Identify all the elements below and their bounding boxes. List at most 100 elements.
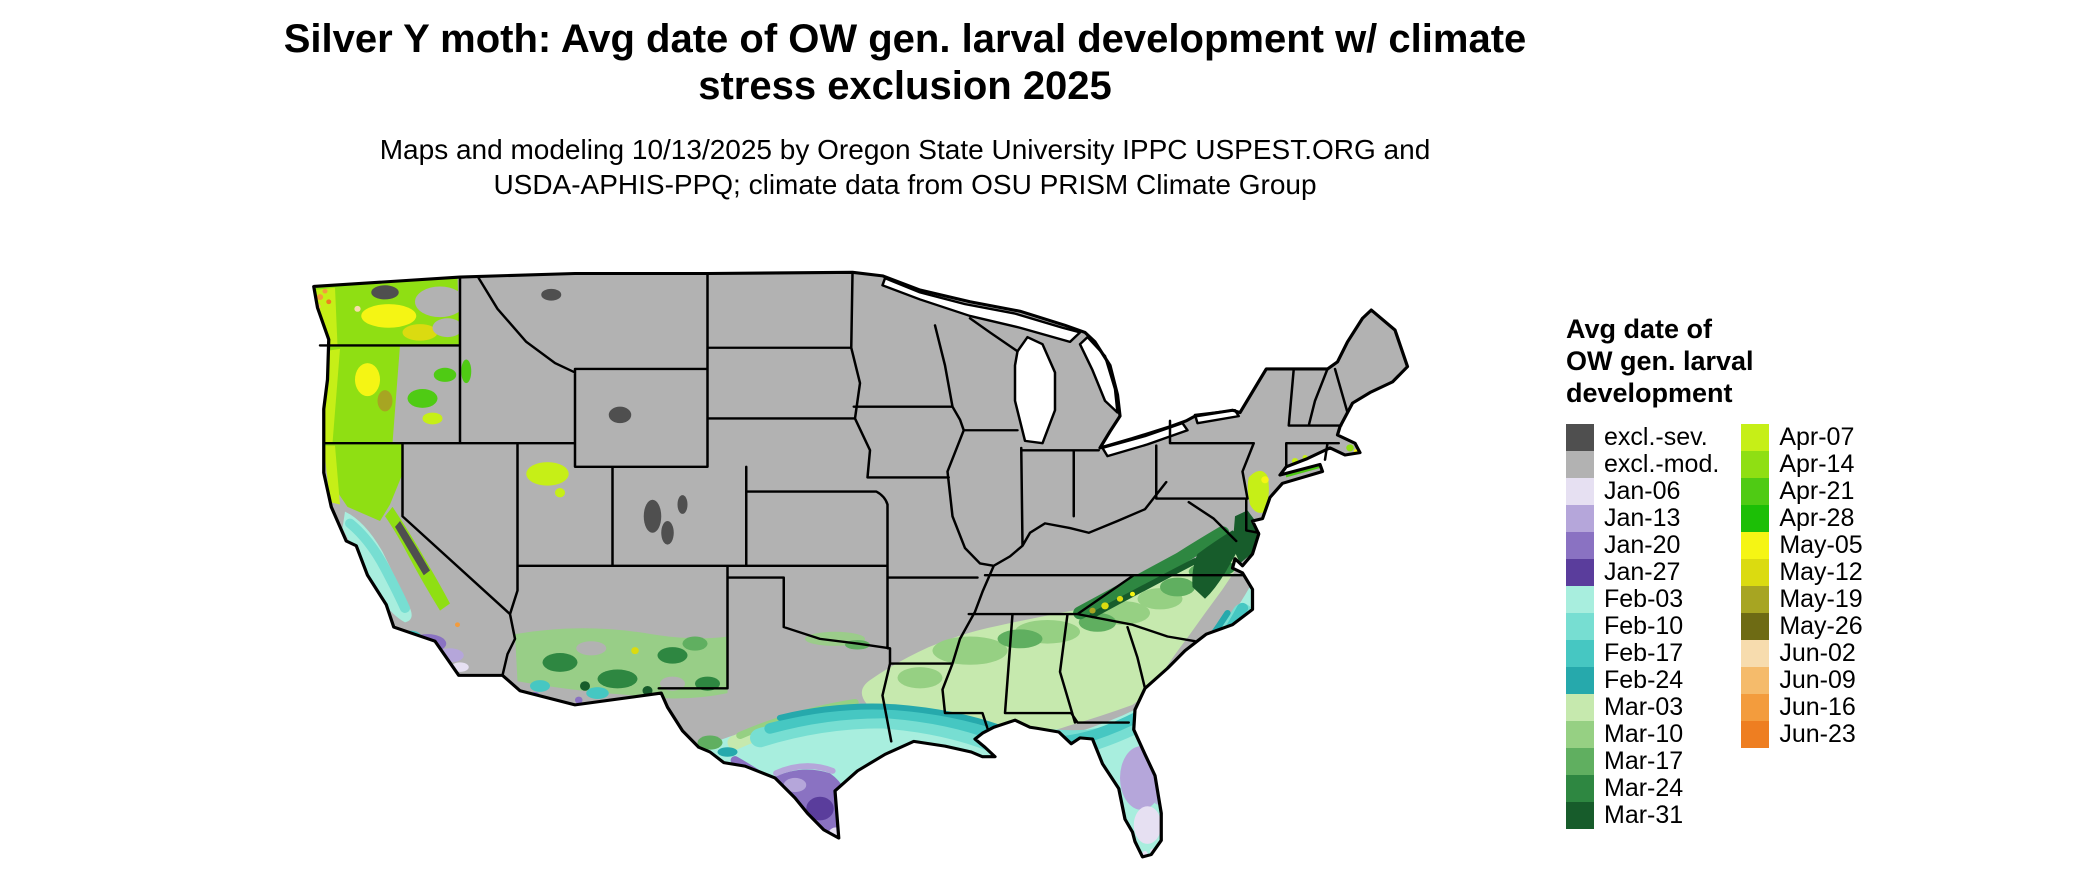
region-sierra-dark [395, 521, 430, 576]
region-utah-patch [526, 462, 569, 486]
legend-label: Apr-14 [1779, 449, 1855, 478]
legend-row: Jun-09 [1741, 666, 1862, 694]
legend-label: Mar-10 [1604, 719, 1684, 748]
legend-label: Feb-24 [1604, 665, 1684, 694]
legend-swatch [1741, 720, 1770, 748]
legend-swatch [1566, 639, 1594, 667]
legend-label: excl.-sev. [1604, 422, 1708, 451]
legend-row: Mar-17 [1566, 746, 1719, 775]
legend-swatch [1566, 531, 1594, 559]
regions-jun23 [326, 299, 332, 305]
map-legend: Avg date of OW gen. larval development e… [1566, 314, 2086, 829]
legend-swatch [1741, 693, 1770, 721]
legend-title-line-2: OW gen. larval [1566, 345, 1754, 376]
state-borders [318, 272, 1349, 743]
legend-label: Jun-02 [1779, 638, 1856, 667]
legend-row: Mar-31 [1566, 801, 1719, 829]
legend-row: Jun-16 [1741, 692, 1862, 721]
region-virginia-dark [1192, 530, 1244, 599]
legend-label: Mar-24 [1604, 773, 1684, 802]
legend-row: May-12 [1741, 557, 1863, 586]
lake-michigan [1013, 335, 1057, 445]
us-map-svg [312, 270, 1410, 859]
legend-label: May-19 [1779, 584, 1863, 613]
legend-label: Jan-27 [1604, 557, 1681, 586]
legend-swatch [1566, 801, 1594, 829]
legend-row: Feb-10 [1566, 611, 1719, 640]
legend-row: Apr-21 [1741, 476, 1862, 505]
regions-may19 [377, 390, 1096, 614]
legend-swatch [1741, 423, 1770, 451]
lake-superior [881, 277, 1082, 344]
legend-row: Apr-14 [1741, 449, 1862, 478]
legend-column-2: Apr-07 Apr-14 Apr-21 Apr-28 May-05 May-1… [1741, 423, 1863, 829]
legend-swatch [1741, 450, 1770, 478]
regions-feb24 [717, 747, 738, 757]
regions-may12 [402, 324, 1124, 655]
legend-row: excl.-sev. [1566, 422, 1719, 451]
legend-row: May-05 [1741, 531, 1863, 559]
legend-row: May-19 [1741, 584, 1863, 613]
legend-swatch [1741, 477, 1770, 505]
legend-label: Feb-10 [1604, 611, 1684, 640]
legend-label: Apr-21 [1779, 476, 1855, 505]
region-north-california-green [323, 443, 403, 521]
legend-swatch [1741, 504, 1770, 532]
legend-swatch [1566, 693, 1594, 721]
legend-swatch [1566, 612, 1594, 640]
subtitle: Maps and modeling 10/13/2025 by Oregon S… [0, 132, 1810, 202]
legend-row: Apr-28 [1741, 503, 1862, 532]
legend-title-line-1: Avg date of [1566, 314, 1713, 344]
legend-swatch [1566, 585, 1594, 613]
legend-row: Mar-10 [1566, 719, 1719, 748]
legend-label: May-12 [1779, 557, 1863, 586]
legend-row: Feb-17 [1566, 639, 1719, 667]
legend-label: Jan-13 [1604, 503, 1681, 532]
legend-row: Feb-24 [1566, 665, 1719, 694]
us-outline [312, 270, 1410, 859]
legend-row: Mar-03 [1566, 692, 1719, 721]
regions-jun16 [316, 288, 460, 628]
legend-row: Feb-03 [1566, 584, 1719, 613]
map-colored-regions [314, 278, 1359, 857]
regions-jan27 [806, 796, 834, 821]
subtitle-line-2: USDA-APHIS-PPQ; climate data from OSU PR… [493, 169, 1317, 201]
page-title-line-1: Silver Y moth: Avg date of OW gen. larva… [283, 17, 1527, 61]
legend-columns: excl.-sev. excl.-mod. Jan-06 Jan-13 Jan-… [1566, 422, 2086, 829]
legend-label: excl.-mod. [1604, 449, 1720, 478]
legend-swatch [1566, 774, 1594, 802]
legend-swatch [1566, 558, 1594, 586]
legend-row: Jan-20 [1566, 530, 1719, 559]
legend-row: Jan-13 [1566, 503, 1719, 532]
legend-swatch [1741, 666, 1770, 694]
legend-label: Jun-23 [1779, 719, 1856, 748]
regions-excluded-severe [371, 285, 688, 576]
legend-label: Mar-03 [1604, 692, 1684, 721]
region-delmarva-dark [1232, 510, 1258, 564]
legend-label: Mar-17 [1604, 746, 1684, 775]
subtitle-line-1: Maps and modeling 10/13/2025 by Oregon S… [379, 134, 1431, 166]
great-lakes [881, 277, 1240, 458]
legend-label: Apr-28 [1779, 503, 1855, 532]
legend-label: May-26 [1779, 611, 1863, 640]
legend-swatch [1566, 423, 1594, 451]
region-south-florida-lavender [1133, 806, 1162, 844]
legend-label: Jan-06 [1604, 476, 1681, 505]
legend-row: Jun-02 [1741, 638, 1862, 667]
legend-swatch [1741, 558, 1770, 586]
page-title-line-2: stress exclusion 2025 [698, 64, 1112, 109]
legend-row: excl.-mod. [1566, 449, 1720, 478]
legend-title: Avg date of OW gen. larval development [1566, 314, 2086, 410]
legend-row: Mar-24 [1566, 773, 1719, 802]
regions-jun02 [354, 305, 361, 312]
legend-label: Jan-20 [1604, 530, 1681, 559]
legend-swatch [1566, 450, 1594, 478]
legend-row: May-26 [1741, 611, 1863, 640]
legend-swatch [1566, 504, 1594, 532]
legend-swatch [1741, 585, 1770, 613]
legend-label: Feb-03 [1604, 584, 1684, 613]
legend-row: Jan-06 [1566, 476, 1719, 505]
legend-label: Jun-16 [1779, 692, 1856, 721]
legend-column-1: excl.-sev. excl.-mod. Jan-06 Jan-13 Jan-… [1566, 422, 1720, 829]
